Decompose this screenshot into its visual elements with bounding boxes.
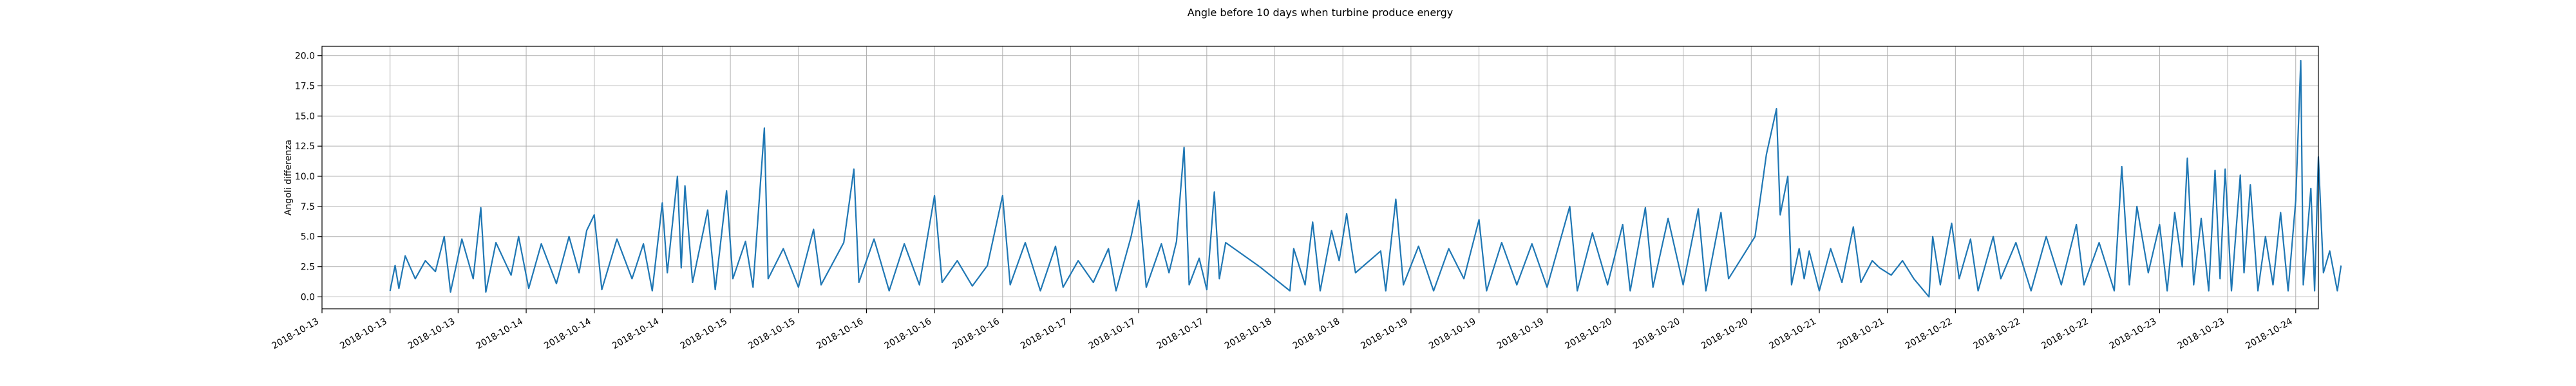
x-tick-label: 2018-10-20 — [1631, 317, 1681, 352]
y-tick-label: 10.0 — [295, 172, 315, 182]
x-tick-label: 2018-10-19 — [1359, 317, 1409, 352]
x-tick-label: 2018-10-16 — [951, 317, 1001, 352]
y-axis-label: Angoli differenza — [283, 140, 294, 216]
x-tick-label: 2018-10-23 — [2176, 317, 2226, 352]
x-tick-label: 2018-10-13 — [270, 317, 321, 352]
x-tick-label: 2018-10-23 — [2108, 317, 2158, 352]
y-axis: 0.0 2.5 5.0 7.5 10.0 12.5 15.0 17.5 20.0 — [295, 51, 322, 302]
x-tick-label: 2018-10-17 — [1155, 317, 1205, 352]
y-tick-label: 0.0 — [301, 292, 315, 302]
series-line-angoli-differenza — [389, 59, 2342, 298]
x-tick-label: 2018-10-20 — [1563, 317, 1613, 352]
x-tick-label: 2018-10-22 — [2040, 317, 2090, 352]
x-tick-label: 2018-10-17 — [1087, 317, 1137, 352]
x-tick-label: 2018-10-18 — [1223, 317, 1273, 352]
x-tick-label: 2018-10-22 — [1904, 317, 1954, 352]
chart-title: Angle before 10 days when turbine produc… — [1188, 6, 1453, 19]
x-tick-label: 2018-10-13 — [406, 317, 457, 352]
x-tick-label: 2018-10-24 — [2244, 317, 2295, 352]
x-tick-label: 2018-10-13 — [338, 317, 388, 352]
y-tick-label: 15.0 — [295, 111, 315, 122]
x-tick-label: 2018-10-21 — [1835, 317, 1886, 352]
x-tick-label: 2018-10-16 — [883, 317, 934, 352]
plot-frame — [321, 46, 2319, 309]
y-tick-label: 2.5 — [301, 262, 315, 273]
x-tick-label: 2018-10-19 — [1427, 317, 1477, 352]
x-tick-label: 2018-10-17 — [1019, 317, 1069, 352]
x-tick-label: 2018-10-22 — [1972, 317, 2022, 352]
x-tick-label: 2018-10-20 — [1700, 317, 1750, 352]
grid — [321, 46, 2318, 309]
x-tick-label: 2018-10-14 — [611, 317, 661, 352]
x-tick-label: 2018-10-14 — [542, 317, 593, 352]
y-tick-label: 20.0 — [295, 51, 315, 62]
x-tick-label: 2018-10-14 — [475, 317, 526, 352]
x-tick-label: 2018-10-15 — [746, 317, 797, 352]
x-tick-label: 2018-10-19 — [1495, 317, 1546, 352]
y-tick-label: 7.5 — [301, 202, 315, 212]
x-tick-label: 2018-10-18 — [1291, 317, 1341, 352]
x-tick-label: 2018-10-21 — [1768, 317, 1818, 352]
x-tick-label: 2018-10-16 — [815, 317, 866, 352]
x-tick-label: 2018-10-15 — [679, 317, 729, 352]
y-tick-label: 12.5 — [295, 142, 315, 152]
y-tick-label: 5.0 — [301, 232, 315, 243]
y-tick-label: 17.5 — [295, 81, 315, 91]
x-axis: 2018-10-13 2018-10-13 2018-10-13 2018-10-14… — [270, 309, 2297, 352]
